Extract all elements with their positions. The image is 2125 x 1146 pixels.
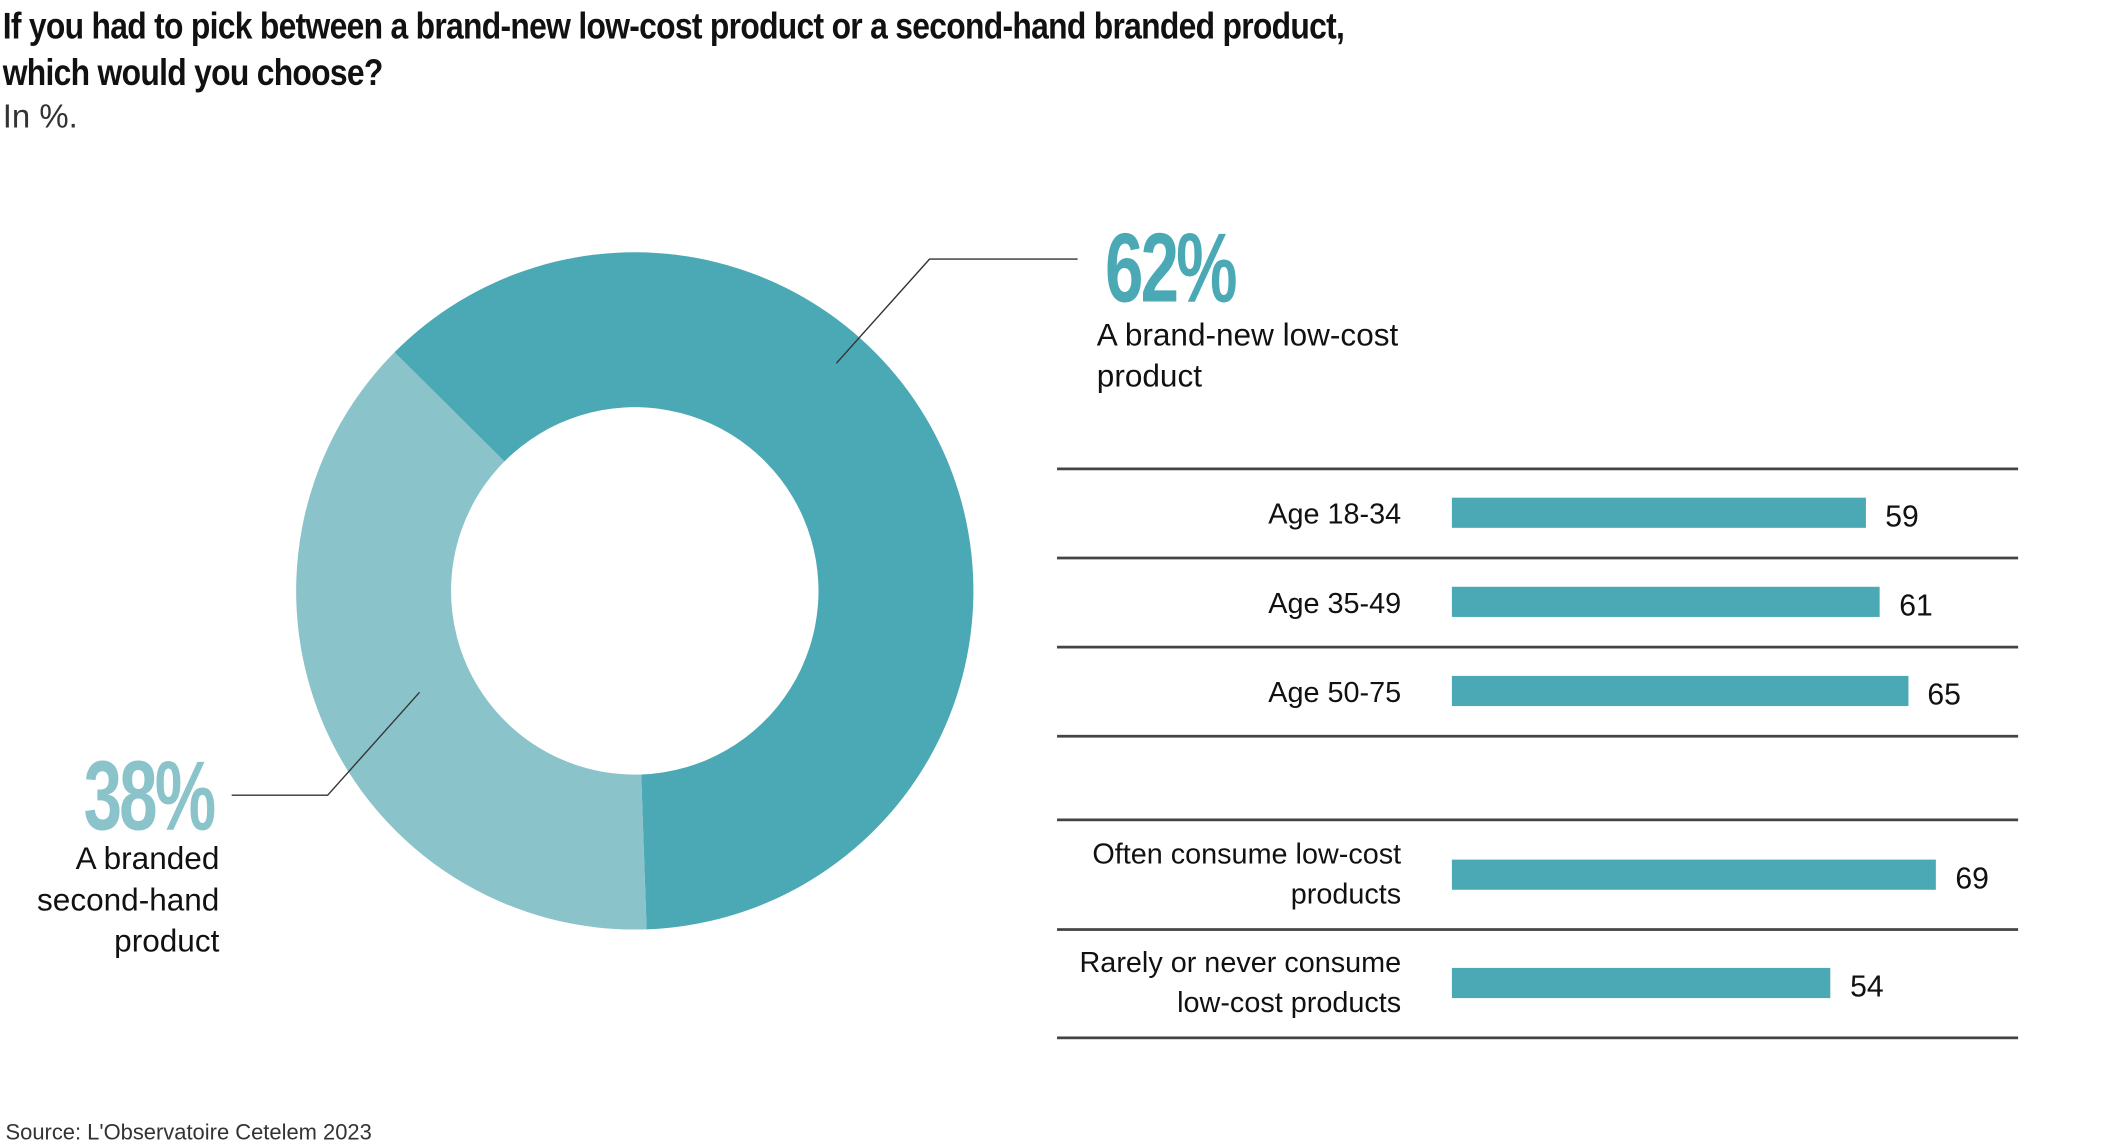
label-line: products [1290, 878, 1402, 911]
bar-label: Age 35-49 [1268, 588, 1402, 620]
slice-value-62: 62% [1105, 213, 1238, 324]
chart-subtitle: In %. [2, 98, 78, 136]
bar [1451, 586, 1881, 617]
label-line: low-cost products [1177, 987, 1402, 1019]
label-line: Rarely or never consume [1079, 947, 1402, 979]
bar-value-label: 69 [1955, 860, 1989, 896]
divider [1057, 645, 2019, 648]
leader-line-38 [231, 691, 421, 796]
divider [1057, 928, 2019, 931]
divider [1057, 818, 2019, 821]
chart-title: If you had to pick between a brand-new l… [2, 3, 1345, 96]
label-line: second-hand [37, 881, 220, 918]
bar-label: Rarely or never consume low-cost product… [1045, 943, 1402, 1023]
bar [1451, 967, 1831, 999]
donut-slice [394, 252, 974, 930]
label-line: A brand-new low-cost [1096, 316, 1399, 353]
label-line: Often consume low-cost [1092, 839, 1402, 871]
slice-label-second-hand: A branded second-hand product [0, 838, 219, 961]
label-line: product [1096, 357, 1202, 394]
divider [1057, 734, 2019, 737]
bar-label: Age 50-75 [1268, 677, 1402, 709]
leader-line-62 [835, 258, 1078, 364]
label-line: A branded [75, 840, 220, 877]
bar-value-label: 54 [1850, 969, 1884, 1004]
bar-label: Age 18-34 [1268, 499, 1402, 531]
bar-value-label: 65 [1927, 677, 1961, 712]
bar-value-label: 59 [1885, 499, 1919, 534]
bar-value-label: 61 [1899, 588, 1933, 623]
divider [1057, 556, 2019, 559]
bar [1451, 859, 1937, 890]
title-line-2: which would you choose? [2, 52, 384, 94]
title-line-1: If you had to pick between a brand-new l… [2, 5, 1345, 47]
source-note: Source: L'Observatoire Cetelem 2023 [5, 1121, 372, 1145]
slice-value-38: 38% [83, 741, 217, 852]
divider [1057, 467, 2019, 470]
bar [1451, 497, 1867, 528]
slice-label-brand-new: A brand-new low-cost product [1097, 314, 1398, 396]
donut-slice [296, 352, 647, 930]
bar [1451, 675, 1909, 707]
divider [1057, 1036, 2019, 1039]
bar-label: Often consume low-cost products [1045, 835, 1401, 915]
label-line: product [114, 922, 220, 959]
